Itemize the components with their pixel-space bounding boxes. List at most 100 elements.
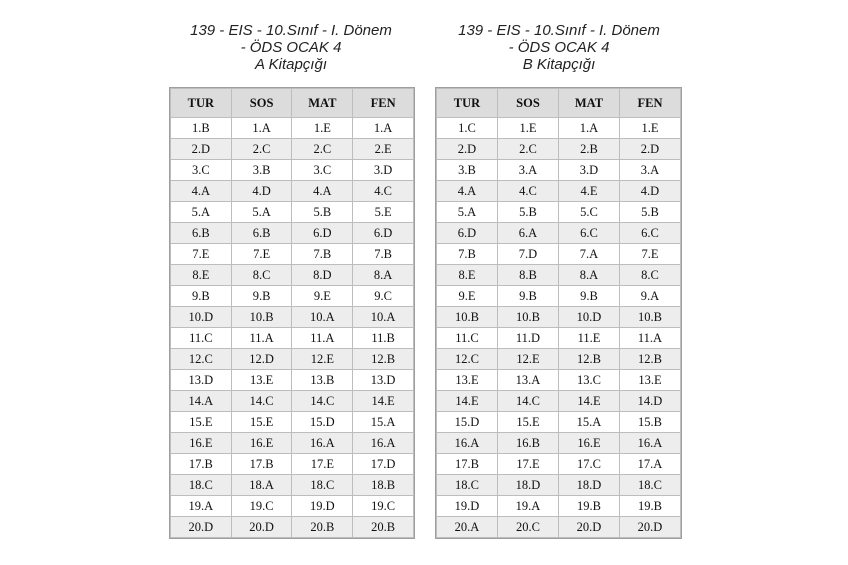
answer-cell-sos: 8.B (497, 264, 559, 286)
answer-cell-mat: 10.A (291, 306, 354, 328)
answer-cell-tur: 14.A (170, 390, 232, 412)
answer-cell-tur: 3.B (436, 159, 498, 181)
answer-cell-sos: 18.A (230, 474, 293, 496)
answer-cell-mat: 17.E (291, 453, 354, 475)
answer-cell-fen: 4.D (619, 180, 681, 202)
answer-cell-tur: 16.A (436, 432, 498, 454)
answer-cell-fen: 2.D (619, 138, 681, 160)
answer-cell-mat: 19.B (558, 495, 620, 517)
answer-cell-mat: 16.E (558, 432, 620, 454)
answer-cell-sos: 11.A (230, 327, 293, 349)
table-row: 12.C 12.E 12.B 12.B (436, 348, 681, 370)
answer-cell-mat: 18.C (291, 474, 354, 496)
answer-cell-fen: 11.B (352, 327, 414, 349)
answer-cell-sos: 3.A (497, 159, 559, 181)
answer-cell-mat: 15.A (558, 411, 620, 433)
table-row: 9.E 9.B 9.B 9.A (436, 285, 681, 307)
answer-cell-tur: 14.E (436, 390, 498, 412)
answer-cell-fen: 20.B (352, 516, 414, 538)
table-row: 2.D 2.C 2.C 2.E (170, 138, 414, 160)
column-header-mat: MAT (558, 88, 620, 118)
answer-cell-sos: 11.D (497, 327, 559, 349)
booklet-a-title-line1: 139 - EIS - 10.Sınıf - I. Dönem (190, 22, 392, 39)
answer-cell-sos: 5.B (497, 201, 559, 223)
answer-cell-fen: 11.A (619, 327, 681, 349)
answer-cell-tur: 6.D (436, 222, 498, 244)
answer-cell-tur: 13.E (436, 369, 498, 391)
answer-cell-fen: 18.C (619, 474, 681, 496)
answer-cell-sos: 14.C (497, 390, 559, 412)
answer-cell-sos: 1.A (230, 117, 293, 139)
answer-cell-tur: 19.D (436, 495, 498, 517)
table-row: 6.B 6.B 6.D 6.D (170, 222, 414, 244)
answer-cell-mat: 20.D (558, 516, 620, 538)
answer-cell-mat: 12.E (291, 348, 354, 370)
table-row: 13.E 13.A 13.C 13.E (436, 369, 681, 391)
answer-cell-tur: 15.D (436, 411, 498, 433)
answer-cell-sos: 10.B (497, 306, 559, 328)
answer-cell-fen: 1.E (619, 117, 681, 139)
answer-cell-tur: 20.D (170, 516, 232, 538)
answer-cell-fen: 14.D (619, 390, 681, 412)
answer-cell-fen: 3.D (352, 159, 414, 181)
answer-cell-fen: 13.D (352, 369, 414, 391)
table-row: 18.C 18.D 18.D 18.C (436, 474, 681, 496)
answer-cell-sos: 9.B (230, 285, 293, 307)
table-row: 19.D 19.A 19.B 19.B (436, 495, 681, 517)
table-row: 9.B 9.B 9.E 9.C (170, 285, 414, 307)
column-header-tur: TUR (170, 88, 232, 118)
answer-cell-fen: 19.B (619, 495, 681, 517)
table-row: 3.B 3.A 3.D 3.A (436, 159, 681, 181)
answer-cell-mat: 17.C (558, 453, 620, 475)
table-row: 2.D 2.C 2.B 2.D (436, 138, 681, 160)
answer-cell-fen: 2.E (352, 138, 414, 160)
booklet-b-title-line3: B Kitapçığı (522, 56, 596, 73)
answer-cell-sos: 9.B (497, 285, 559, 307)
booklet-a-panel: 139 - EIS - 10.Sınıf - I. Dönem - ÖDS OC… (169, 22, 415, 539)
table-row: 17.B 17.E 17.C 17.A (436, 453, 681, 475)
answer-cell-fen: 3.A (619, 159, 681, 181)
answer-cell-fen: 15.B (619, 411, 681, 433)
answer-cell-tur: 12.C (436, 348, 498, 370)
answer-cell-sos: 12.D (230, 348, 293, 370)
answer-cell-fen: 13.E (619, 369, 681, 391)
answer-cell-fen: 16.A (352, 432, 414, 454)
answer-cell-sos: 20.D (230, 516, 293, 538)
booklet-b-title-line2: - ÖDS OCAK 4 (508, 39, 610, 56)
answer-cell-sos: 17.B (230, 453, 293, 475)
answer-cell-sos: 7.E (230, 243, 293, 265)
answer-cell-tur: 11.C (170, 327, 232, 349)
table-row: 11.C 11.A 11.A 11.B (170, 327, 414, 349)
answer-cell-fen: 18.B (352, 474, 414, 496)
table-row: 1.B 1.A 1.E 1.A (170, 117, 414, 139)
table-row: 7.E 7.E 7.B 7.B (170, 243, 414, 265)
column-header-mat: MAT (291, 88, 354, 118)
answer-cell-sos: 13.A (497, 369, 559, 391)
answer-cell-mat: 7.B (291, 243, 354, 265)
answer-cell-mat: 12.B (558, 348, 620, 370)
answer-cell-fen: 8.A (352, 264, 414, 286)
answer-cell-mat: 20.B (291, 516, 354, 538)
answer-cell-tur: 4.A (436, 180, 498, 202)
answer-cell-mat: 9.B (558, 285, 620, 307)
answer-cell-mat: 13.C (558, 369, 620, 391)
answer-cell-mat: 19.D (291, 495, 354, 517)
booklet-b-header-row: TUR SOS MAT FEN (436, 88, 681, 118)
column-header-fen: FEN (352, 88, 414, 118)
answer-cell-fen: 9.C (352, 285, 414, 307)
answer-cell-fen: 20.D (619, 516, 681, 538)
answer-cell-fen: 7.B (352, 243, 414, 265)
answer-cell-fen: 7.E (619, 243, 681, 265)
answer-cell-fen: 6.D (352, 222, 414, 244)
answer-cell-mat: 8.A (558, 264, 620, 286)
answer-cell-mat: 11.E (558, 327, 620, 349)
answer-cell-tur: 6.B (170, 222, 232, 244)
answer-cell-fen: 12.B (619, 348, 681, 370)
answer-cell-sos: 17.E (497, 453, 559, 475)
answer-cell-tur: 2.D (436, 138, 498, 160)
answer-cell-mat: 7.A (558, 243, 620, 265)
booklet-b-panel: 139 - EIS - 10.Sınıf - I. Dönem - ÖDS OC… (435, 22, 682, 539)
booklet-a-answer-table: TUR SOS MAT FEN 1.B 1.A 1.E 1.A 2.D 2.C 2.C 2.E… (169, 87, 415, 539)
table-row: 18.C 18.A 18.C 18.B (170, 474, 414, 496)
answer-cell-fen: 19.C (352, 495, 414, 517)
